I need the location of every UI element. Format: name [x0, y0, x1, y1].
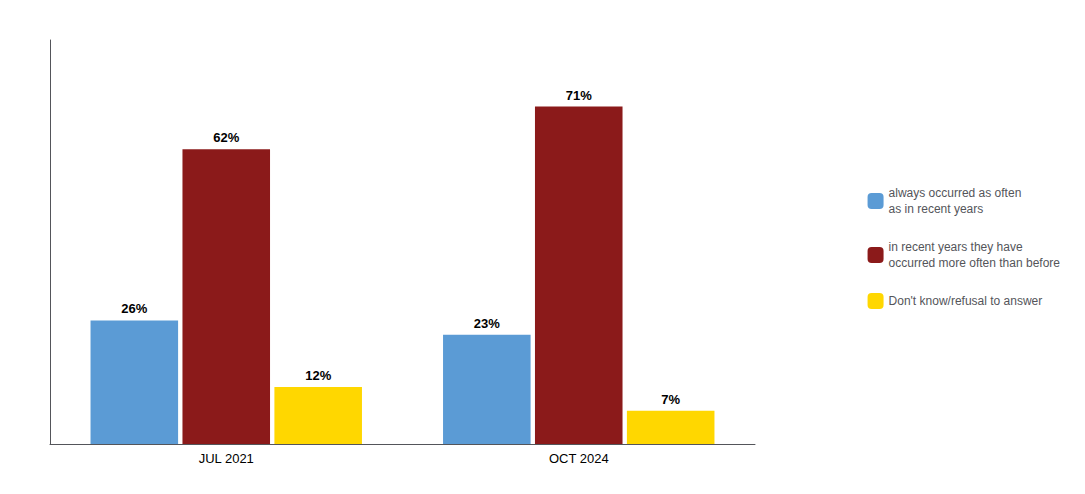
- svg-text:occurred more often than befor: occurred more often than before: [889, 256, 1061, 270]
- svg-text:always occurred as often: always occurred as often: [889, 186, 1022, 200]
- svg-text:12%: 12%: [305, 368, 331, 383]
- svg-text:Don't know/refusal to answer: Don't know/refusal to answer: [889, 294, 1043, 308]
- svg-text:7%: 7%: [661, 392, 680, 407]
- svg-text:62%: 62%: [213, 130, 239, 145]
- svg-text:23%: 23%: [474, 316, 500, 331]
- svg-text:in recent years they have: in recent years they have: [889, 240, 1023, 254]
- svg-text:26%: 26%: [121, 301, 147, 316]
- svg-text:JUL 2021: JUL 2021: [199, 451, 254, 466]
- svg-text:as in recent years: as in recent years: [889, 202, 984, 216]
- svg-text:71%: 71%: [566, 88, 592, 103]
- svg-text:OCT 2024: OCT 2024: [549, 451, 609, 466]
